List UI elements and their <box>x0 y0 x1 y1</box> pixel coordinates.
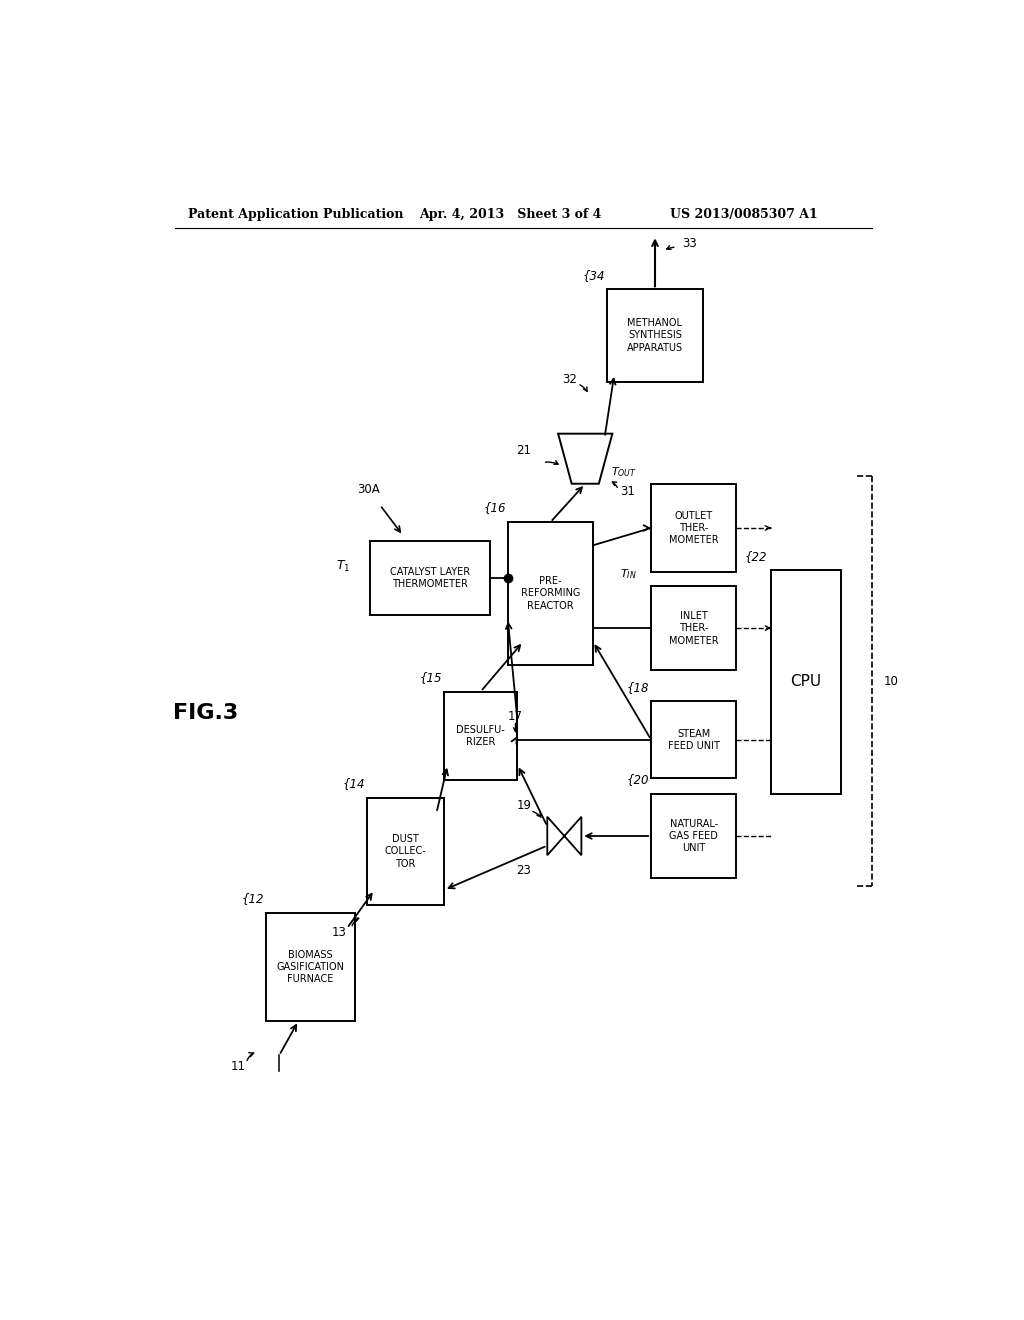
Bar <box>771 570 841 793</box>
Bar <box>651 586 736 671</box>
Text: Apr. 4, 2013   Sheet 3 of 4: Apr. 4, 2013 Sheet 3 of 4 <box>419 209 601 222</box>
Bar <box>371 541 490 615</box>
Text: Patent Application Publication: Patent Application Publication <box>188 209 403 222</box>
Bar <box>651 483 736 573</box>
Text: 32: 32 <box>562 374 578 387</box>
Bar <box>508 523 593 665</box>
Bar <box>367 797 444 906</box>
Bar <box>606 289 703 381</box>
Text: 23: 23 <box>516 865 531 878</box>
Text: {16: {16 <box>483 502 506 515</box>
Text: DESULFU-
RIZER: DESULFU- RIZER <box>457 725 505 747</box>
Text: 21: 21 <box>516 445 530 458</box>
Text: INLET
THER-
MOMETER: INLET THER- MOMETER <box>669 611 719 645</box>
Bar <box>651 701 736 779</box>
Text: 30A: 30A <box>357 483 380 496</box>
Text: METHANOL
SYNTHESIS
APPARATUS: METHANOL SYNTHESIS APPARATUS <box>627 318 683 352</box>
Text: OUTLET
THER-
MOMETER: OUTLET THER- MOMETER <box>669 511 719 545</box>
Text: STEAM
FEED UNIT: STEAM FEED UNIT <box>668 729 720 751</box>
Text: {12: {12 <box>242 892 264 906</box>
Text: {34: {34 <box>583 268 605 281</box>
Text: $T_{OUT}$: $T_{OUT}$ <box>611 465 637 479</box>
Text: BIOMASS
GASIFICATION
FURNACE: BIOMASS GASIFICATION FURNACE <box>276 949 344 985</box>
Text: $T_{IN}$: $T_{IN}$ <box>620 568 636 581</box>
Text: 13: 13 <box>332 925 347 939</box>
Text: 33: 33 <box>682 236 697 249</box>
Text: 19: 19 <box>516 799 531 812</box>
Text: {20: {20 <box>627 774 649 785</box>
Bar <box>651 793 736 878</box>
Text: {15: {15 <box>420 671 442 684</box>
Text: {22: {22 <box>744 549 767 562</box>
Text: 11: 11 <box>231 1060 246 1073</box>
Text: 31: 31 <box>621 484 635 498</box>
Text: FIG.3: FIG.3 <box>173 702 239 723</box>
Text: 17: 17 <box>508 710 523 723</box>
Text: DUST
COLLEC-
TOR: DUST COLLEC- TOR <box>385 834 426 869</box>
Text: 10: 10 <box>884 675 898 688</box>
Text: $T_1$: $T_1$ <box>336 558 350 574</box>
Text: US 2013/0085307 A1: US 2013/0085307 A1 <box>671 209 818 222</box>
Text: NATURAL-
GAS FEED
UNIT: NATURAL- GAS FEED UNIT <box>670 818 718 854</box>
Text: CPU: CPU <box>791 675 821 689</box>
Text: {18: {18 <box>627 681 649 693</box>
Text: CATALYST LAYER
THERMOMETER: CATALYST LAYER THERMOMETER <box>390 566 470 589</box>
Text: {14: {14 <box>343 776 366 789</box>
Bar <box>265 913 354 1020</box>
Bar <box>443 692 517 780</box>
Text: PRE-
REFORMING
REACTOR: PRE- REFORMING REACTOR <box>520 576 580 611</box>
